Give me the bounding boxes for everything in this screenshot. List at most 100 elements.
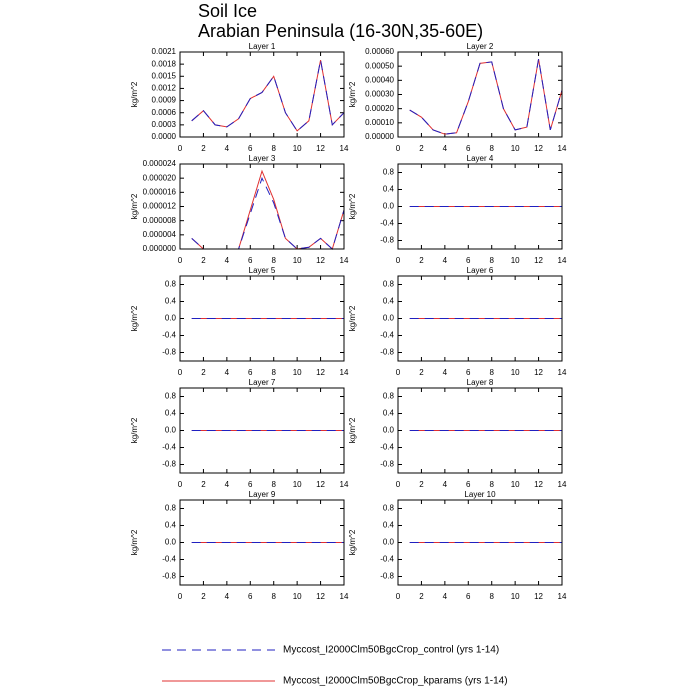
y-tick-label: 0.0009 xyxy=(152,96,177,105)
y-tick-label: 0.4 xyxy=(165,409,177,418)
x-tick-label: 0 xyxy=(178,480,183,489)
y-tick-label: -0.8 xyxy=(162,572,176,581)
figure-title: Soil Ice xyxy=(198,1,257,21)
y-tick-label: 0.0006 xyxy=(152,108,177,117)
x-tick-label: 0 xyxy=(178,368,183,377)
legend-label: Myccost_I2000Clm50BgcCrop_kparams (yrs 1… xyxy=(283,676,508,687)
panel-title: Layer 2 xyxy=(467,42,494,51)
y-tick-label: -0.4 xyxy=(162,443,176,452)
plot-frame xyxy=(179,499,345,586)
y-tick-label: 0.000020 xyxy=(143,173,177,182)
y-tick-label: 0.0 xyxy=(165,314,177,323)
x-tick-label: 12 xyxy=(316,144,325,153)
y-tick-label: 0.4 xyxy=(383,185,395,194)
x-tick-label: 2 xyxy=(201,592,206,601)
x-tick-label: 4 xyxy=(443,144,448,153)
legend-label: Myccost_I2000Clm50BgcCrop_control (yrs 1… xyxy=(283,645,499,656)
y-axis-label: kg/m^2 xyxy=(348,529,357,555)
x-tick-label: 10 xyxy=(293,368,302,377)
y-axis-label: kg/m^2 xyxy=(348,81,357,107)
x-tick-label: 8 xyxy=(489,256,494,265)
x-tick-label: 0 xyxy=(396,368,401,377)
x-tick-label: 12 xyxy=(534,256,543,265)
x-tick-label: 2 xyxy=(419,480,424,489)
y-tick-label: -0.8 xyxy=(380,348,394,357)
plot-frame xyxy=(397,387,563,474)
panel-title: Layer 6 xyxy=(467,266,494,275)
x-tick-label: 4 xyxy=(443,592,448,601)
x-tick-label: 10 xyxy=(293,480,302,489)
y-axis-label: kg/m^2 xyxy=(130,193,139,219)
y-tick-label: 0.4 xyxy=(383,297,395,306)
y-axis-label: kg/m^2 xyxy=(130,417,139,443)
x-tick-label: 6 xyxy=(248,368,253,377)
x-tick-label: 6 xyxy=(466,144,471,153)
plot-frame xyxy=(397,51,563,138)
y-tick-label: 0.4 xyxy=(383,521,395,530)
series-line xyxy=(191,60,345,132)
x-tick-label: 10 xyxy=(511,256,520,265)
y-tick-label: -0.4 xyxy=(380,219,394,228)
series-line xyxy=(409,58,563,135)
panel-title: Layer 7 xyxy=(249,378,276,387)
y-tick-label: 0.0 xyxy=(165,538,177,547)
x-tick-label: 8 xyxy=(271,592,276,601)
x-tick-label: 2 xyxy=(419,592,424,601)
y-tick-label: 0.00050 xyxy=(365,61,394,70)
x-tick-label: 12 xyxy=(316,592,325,601)
x-tick-label: 10 xyxy=(293,592,302,601)
x-tick-label: 0 xyxy=(396,592,401,601)
y-axis-label: kg/m^2 xyxy=(348,193,357,219)
panel-title: Layer 5 xyxy=(249,266,276,275)
panel-title: Layer 1 xyxy=(249,42,276,51)
x-tick-label: 8 xyxy=(489,480,494,489)
panel-title: Layer 8 xyxy=(467,378,494,387)
y-tick-label: 0.000004 xyxy=(143,230,177,239)
x-tick-label: 4 xyxy=(443,480,448,489)
x-tick-label: 8 xyxy=(489,144,494,153)
panel-title: Layer 9 xyxy=(249,490,276,499)
x-tick-label: 2 xyxy=(201,144,206,153)
y-tick-label: 0.000016 xyxy=(143,187,177,196)
x-tick-label: 6 xyxy=(466,480,471,489)
panel-title: Layer 10 xyxy=(464,490,496,499)
y-tick-label: -0.4 xyxy=(162,331,176,340)
y-tick-label: 0.0021 xyxy=(152,47,177,56)
y-tick-label: 0.00020 xyxy=(365,104,394,113)
x-tick-label: 2 xyxy=(201,480,206,489)
panel-title: Layer 3 xyxy=(249,154,276,163)
y-tick-label: 0.0003 xyxy=(152,120,177,129)
x-tick-label: 8 xyxy=(271,480,276,489)
y-tick-label: -0.4 xyxy=(380,555,394,564)
x-tick-label: 8 xyxy=(271,144,276,153)
y-tick-label: 0.8 xyxy=(165,392,177,401)
y-tick-label: 0.0 xyxy=(383,202,395,211)
y-tick-label: -0.8 xyxy=(380,572,394,581)
y-tick-label: 0.8 xyxy=(165,280,177,289)
x-tick-label: 14 xyxy=(558,368,567,377)
x-tick-label: 0 xyxy=(396,256,401,265)
y-tick-label: 0.0 xyxy=(383,426,395,435)
y-tick-label: 0.00010 xyxy=(365,118,394,127)
x-tick-label: 6 xyxy=(248,480,253,489)
x-tick-label: 14 xyxy=(558,592,567,601)
x-tick-label: 12 xyxy=(534,144,543,153)
x-tick-label: 10 xyxy=(511,480,520,489)
y-tick-label: -0.8 xyxy=(162,460,176,469)
y-tick-label: 0.4 xyxy=(165,297,177,306)
plot-frame xyxy=(397,275,563,362)
y-tick-label: -0.4 xyxy=(380,443,394,452)
x-tick-label: 8 xyxy=(271,368,276,377)
x-tick-label: 14 xyxy=(340,592,349,601)
x-tick-label: 0 xyxy=(396,144,401,153)
plot-frame xyxy=(179,275,345,362)
y-tick-label: 0.00060 xyxy=(365,47,394,56)
x-tick-label: 12 xyxy=(316,256,325,265)
series-line xyxy=(409,58,563,135)
y-tick-label: -0.8 xyxy=(380,460,394,469)
x-tick-label: 6 xyxy=(466,256,471,265)
x-tick-label: 4 xyxy=(225,368,230,377)
y-tick-label: 0.8 xyxy=(383,280,395,289)
x-tick-label: 4 xyxy=(443,368,448,377)
panel-title: Layer 4 xyxy=(467,154,494,163)
